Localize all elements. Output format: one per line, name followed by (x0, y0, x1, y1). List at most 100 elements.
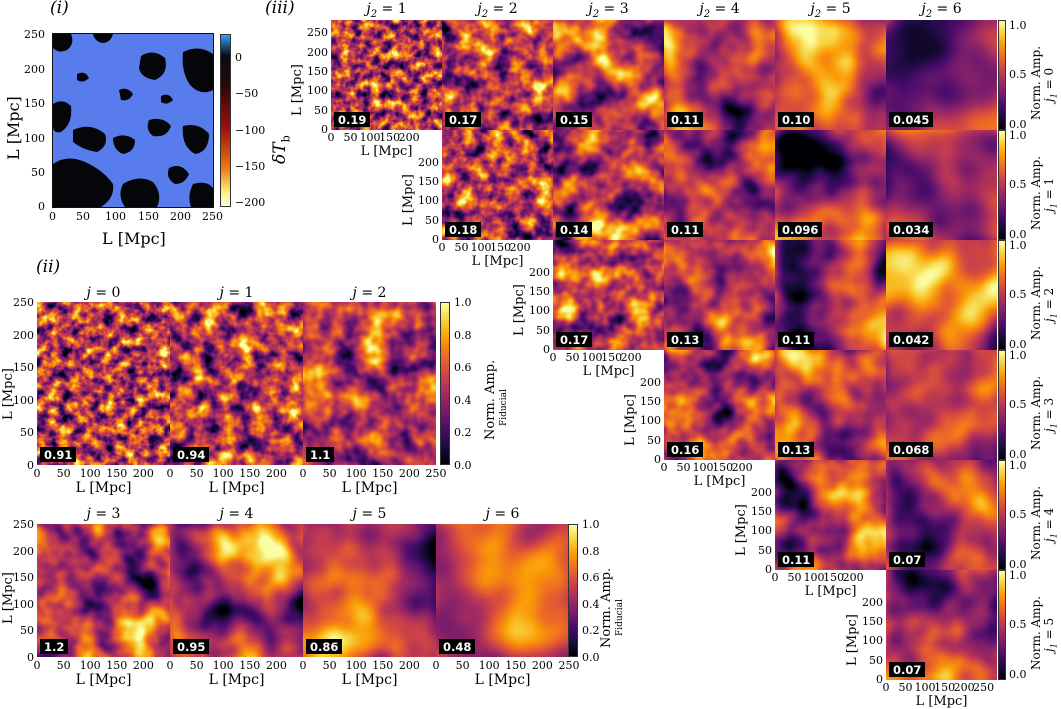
panel-ii-cbar-tick: 0.8 (454, 328, 472, 342)
x-tick-label: 150 (106, 467, 128, 480)
amplitude-value-badge: 0.48 (439, 639, 476, 654)
panel-ii-title: j = 3 (86, 506, 121, 522)
panel-iii-ytick: 50 (536, 323, 550, 337)
panel-ii-cbar-sublabel: Fiducial (499, 389, 509, 426)
x-tick-label: 50 (322, 467, 337, 480)
panel-iii-xtick: 50 (454, 241, 469, 254)
panel-iii-ytick: 50 (869, 653, 883, 667)
x-tick-label: 0 (299, 467, 307, 480)
amplitude-map-image (170, 302, 303, 465)
x-tick-label: 50 (56, 659, 71, 672)
panel-ii-cbar-label: Norm. Amp. (599, 567, 614, 648)
panel-iii-map-j1-2-j2-4: 0.13 (664, 240, 775, 350)
panel-iii-map-j1-0-j2-5: 0.10 (775, 20, 886, 130)
amplitude-value-badge: 0.95 (173, 639, 210, 654)
amplitude-value-badge: 0.19 (334, 112, 371, 127)
panel-iii-ylabel: L [Mpc] (512, 284, 527, 336)
panel-ii-xlabel: L [Mpc] (75, 480, 132, 496)
panel-iii-col-title: j2 = 2 (477, 1, 518, 20)
amplitude-map-image (664, 20, 775, 130)
panel-i-ylabel: L [Mpc] (4, 96, 23, 160)
x-tick-label: 0 (299, 659, 307, 672)
panel-label-ii: (ii) (36, 257, 61, 277)
x-tick-label: 250 (558, 659, 580, 672)
panel-ii-xlabel: L [Mpc] (208, 480, 265, 496)
amplitude-map-image (553, 240, 664, 350)
x-tick-label: 100 (79, 659, 101, 672)
panel-iii-map-j1-2-j2-5: 0.11 (775, 240, 886, 350)
x-tick-label: 50 (189, 659, 204, 672)
panel-iii-cbar-tick: 1.0 (1009, 569, 1027, 582)
panel-i-colorbar (220, 34, 231, 207)
amplitude-map-image (37, 524, 170, 657)
panel-iii-ytick: 0 (321, 123, 328, 136)
panel-iii-xtick: 50 (787, 571, 802, 584)
panel-iii-cbar-tick: 1.0 (1009, 459, 1027, 472)
panel-iii-ytick: 200 (529, 265, 550, 279)
panel-i-cbar-tick: −100 (235, 124, 266, 137)
panel-iii-ytick: 50 (314, 103, 328, 117)
amplitude-value-badge: 1.1 (306, 447, 335, 462)
panel-iii-cbar-label: Norm. Amp. (1029, 375, 1043, 450)
panel-i-xlabel: L [Mpc] (102, 229, 166, 248)
panel-ii-title: j = 6 (485, 506, 520, 522)
amplitude-map-image (303, 302, 436, 465)
panel-iii-xtick: 200 (842, 571, 864, 584)
panel-iii-cbar-tick: 0.5 (1009, 398, 1027, 411)
panel-iii-map-j1-3-j2-4: 0.16 (664, 350, 775, 460)
amplitude-value-badge: 0.11 (667, 222, 704, 237)
x-tick-label: 100 (79, 467, 101, 480)
panel-iii-col-title: j2 = 4 (699, 1, 740, 20)
amplitude-map-image (886, 570, 997, 680)
panel-iii-cbar-tick: 0.0 (1009, 558, 1027, 571)
amplitude-value-badge: 0.034 (889, 222, 934, 237)
amplitude-map-image (664, 130, 775, 240)
panel-ii-title: j = 5 (352, 506, 387, 522)
panel-iii-map-j1-1-j2-2: 0.18 (442, 130, 553, 240)
panel-iii-ytick: 100 (307, 84, 328, 98)
amplitude-map-image (170, 524, 303, 657)
amplitude-map-image (775, 460, 886, 570)
panel-ii-cbar-tick: 1.0 (454, 296, 472, 309)
panel-iii-xlabel: L [Mpc] (360, 144, 413, 159)
x-tick-label: 200 (398, 467, 420, 480)
x-tick-label: 150 (372, 659, 394, 672)
panel-iii-ytick: 0 (654, 453, 661, 466)
amplitude-value-badge: 0.13 (667, 332, 704, 347)
panel-ii-xlabel: L [Mpc] (474, 672, 531, 688)
amplitude-map-image (775, 20, 886, 130)
panel-ii-cbar-tick: 0.2 (454, 426, 472, 440)
panel-iii-ytick: 150 (418, 174, 439, 188)
panel-ii-title: j = 4 (219, 506, 254, 522)
panel-iii-ytick: 200 (307, 45, 328, 59)
panel-iii-ylabel: L [Mpc] (734, 504, 749, 556)
panel-iii-map-j1-1-j2-5: 0.096 (775, 130, 886, 240)
panel-iii-cbar-tick: 0.0 (1009, 118, 1027, 131)
x-tick-label: 100 (212, 659, 234, 672)
panel-iii-map-j1-2-j2-6: 0.042 (886, 240, 997, 350)
panel-iii-xlabel: L [Mpc] (471, 254, 524, 269)
panel-iii-map-j1-1-j2-4: 0.11 (664, 130, 775, 240)
panel-ii-xlabel: L [Mpc] (341, 672, 398, 688)
panel-iii-ytick: 150 (640, 394, 661, 408)
panel-ii-map-j0: 0.91 (37, 302, 170, 465)
x-tick-label: 200 (132, 467, 154, 480)
panel-iii-colorbar (998, 240, 1006, 350)
amplitude-value-badge: 0.11 (667, 112, 704, 127)
panel-ii-ytick: 100 (13, 597, 34, 611)
amplitude-map-image (886, 460, 997, 570)
x-tick-label: 100 (345, 467, 367, 480)
panel-ii-ytick: 50 (20, 624, 34, 638)
panel-iii-colorbar (998, 350, 1006, 460)
panel-label-i: (i) (50, 0, 69, 18)
panel-i-xtick: 200 (170, 210, 191, 223)
panel-iii-colorbar (998, 130, 1006, 240)
panel-iii-col-title: j2 = 6 (921, 1, 962, 20)
amplitude-value-badge: 0.17 (556, 332, 593, 347)
panel-ii-cbar-tick: 1.0 (582, 518, 600, 531)
panel-iii-map-j1-1-j2-6: 0.034 (886, 130, 997, 240)
panel-iii-ytick: 0 (432, 233, 439, 246)
panel-iii-xtick: 100 (914, 681, 936, 694)
panel-ii-map-j5: 0.86 (303, 524, 436, 657)
panel-iii-xtick: 150 (934, 681, 956, 694)
